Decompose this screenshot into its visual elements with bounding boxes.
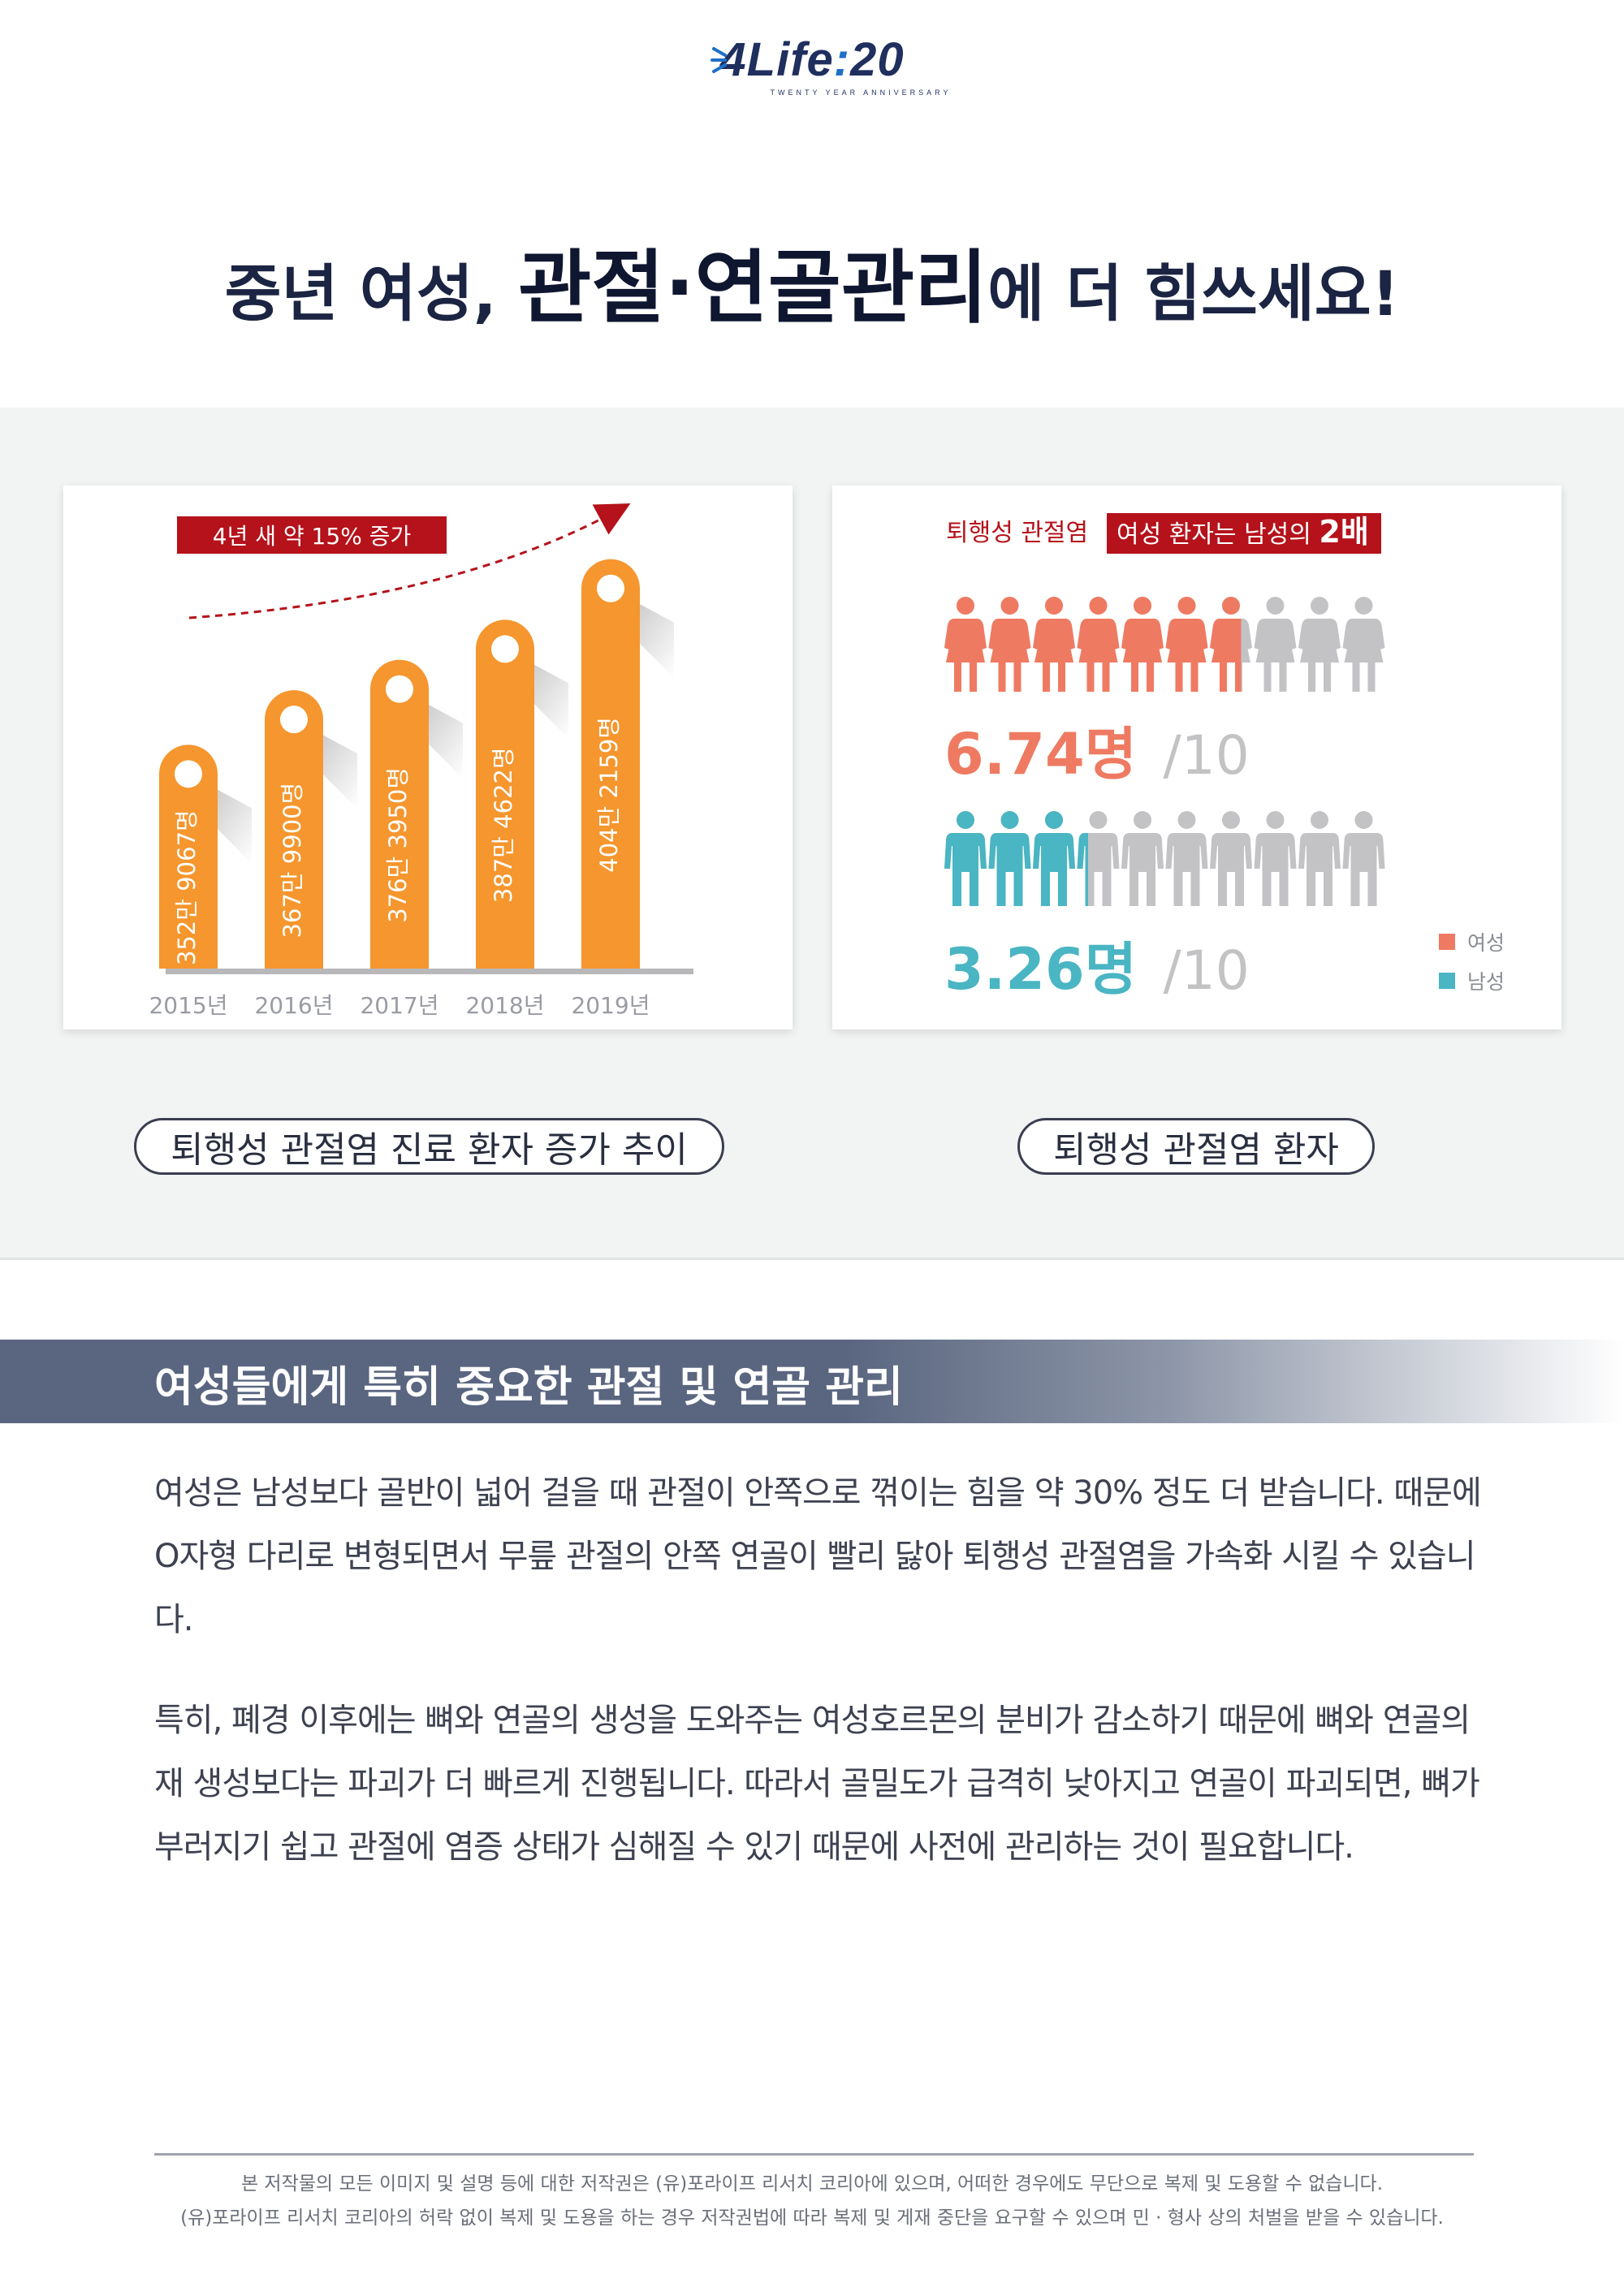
bar-group: 367만 9900명 2016년: [254, 690, 357, 1019]
female-value-number: 6.74명: [944, 721, 1137, 788]
male-value-suffix: /10: [1164, 939, 1250, 1002]
title-banner: [1107, 513, 1381, 554]
bar: [476, 619, 534, 969]
female-value: 6.74명 /10: [944, 721, 1250, 788]
x-tick-label: 2017년: [360, 992, 438, 1019]
logo-number: 20: [850, 33, 905, 86]
bar-value-label: 387만 4622명: [490, 747, 517, 903]
highlighted-figure-icon: [1077, 597, 1120, 692]
bar-chart: 4년 새 약 15% 증가 352만 9067명 2015년 367만 9900명 2…: [149, 503, 693, 1019]
legend-swatch-female: [1439, 934, 1455, 950]
male-value: 3.26명 /10: [944, 936, 1250, 1003]
figure-icon: [1254, 811, 1297, 906]
legend-label-female: 여성: [1467, 931, 1505, 955]
headline-part-b: 관절·연골관리: [518, 242, 988, 334]
bar: [265, 690, 323, 969]
figure-icon: [1210, 811, 1252, 906]
x-tick-label: 2018년: [465, 992, 544, 1019]
body-paragraph-2: 특히, 폐경 이후에는 뼈와 연골의 생성을 도와주는 여성호르몬의 분비가 감…: [154, 1702, 1480, 1866]
figure-icon: [1342, 597, 1385, 692]
bar: [581, 559, 640, 969]
annotation-label: 4년 새 약 15% 증가: [213, 523, 411, 550]
figure-icon: [1298, 597, 1341, 692]
bar-group: 352만 9067명 2015년: [149, 744, 252, 1019]
figure-icon: [1254, 597, 1297, 692]
highlighted-figure-icon: [944, 811, 987, 906]
bar-cap-dot: [386, 675, 413, 703]
bar: [370, 659, 429, 969]
bar-cap-dot: [175, 760, 202, 788]
bar-chart-card: 4년 새 약 15% 증가 352만 9067명 2015년 367만 9900명 2…: [63, 486, 793, 1029]
trend-arrow: [188, 503, 631, 619]
x-tick-label: 2015년: [149, 992, 227, 1019]
pictograph-title: 퇴행성 관절염: [946, 519, 1088, 547]
headline-part-a: 중년 여성,: [224, 257, 519, 330]
bar-group: 376만 3950명 2017년: [360, 659, 463, 1019]
page-title: 중년 여성, 관절·연골관리에 더 힘쓰세요!: [0, 223, 1624, 339]
bar-value-label: 376만 3950명: [384, 767, 412, 923]
bar-cap-dot: [491, 635, 519, 663]
highlighted-figure-icon: [1121, 597, 1164, 692]
title-prefix: 퇴행성 관절염: [946, 519, 1088, 547]
female-value-suffix: /10: [1164, 724, 1250, 787]
legend-label-male: 남성: [1467, 970, 1505, 994]
highlighted-figure-icon: [988, 597, 1031, 692]
annotation-banner: [177, 516, 447, 554]
section-title: 여성들에게 특히 중요한 관절 및 연골 관리: [154, 1363, 903, 1412]
title-emphasis: 2배: [1319, 514, 1368, 550]
bar-group: 404만 2159명 2019년: [571, 559, 674, 1019]
male-value-number: 3.26명: [944, 936, 1137, 1003]
svg-text:여성 환자는 남성의 2배: 여성 환자는 남성의 2배: [1116, 514, 1369, 550]
bar-value-label: 352만 9067명: [173, 809, 201, 965]
copyright-line-1: 본 저작물의 모든 이미지 및 설명 등에 대한 저작권은 (유)포라이프 리서…: [240, 2173, 1384, 2195]
brand-logo: 4Life:20 TWENTY YEAR ANNIVERSARY: [0, 32, 1624, 97]
bar-group: 387만 4622명 2018년: [465, 619, 568, 1019]
highlighted-figure-icon: [1033, 811, 1075, 906]
copyright-line-2: (유)포라이프 리서치 코리아의 허락 없이 복제 및 도용을 하는 경우 저작…: [180, 2208, 1444, 2229]
highlighted-figure-icon: [944, 597, 987, 692]
highlighted-figure-icon: [1033, 597, 1075, 692]
logo-subtitle: TWENTY YEAR ANNIVERSARY: [770, 88, 952, 97]
bar-cap-dot: [597, 574, 624, 602]
pictograph-card: 퇴행성 관절염 여성 환자는 남성의 2배 6.74명 /10 3.26명 /1…: [832, 486, 1561, 1029]
bar-value-label: 404만 2159명: [595, 717, 623, 873]
x-axis-baseline: [166, 969, 693, 974]
body-paragraph-1: 여성은 남성보다 골반이 넓어 걸을 때 관절이 안쪽으로 꺾이는 힘을 약 3…: [154, 1474, 1482, 1638]
logo-text: 4Life: [719, 33, 834, 86]
figure-icon: [1342, 811, 1385, 906]
section-header-bar: [0, 1340, 1624, 1423]
figure-icon: [1121, 811, 1164, 906]
footer-divider: [154, 2153, 1474, 2156]
highlighted-figure-icon: [1165, 597, 1208, 692]
x-tick-label: 2019년: [571, 992, 650, 1019]
figure-icon: [1165, 811, 1208, 906]
figure-icon: [1298, 811, 1341, 906]
x-tick-label: 2016년: [254, 992, 333, 1019]
bar-cap-dot: [280, 706, 308, 734]
legend-swatch-male: [1439, 973, 1455, 989]
bar: [159, 744, 218, 969]
bar-chart-caption: 퇴행성 관절염 진료 환자 증가 추이: [134, 1118, 724, 1175]
spark-icon: [710, 47, 727, 73]
pictograph-chart: 퇴행성 관절염 여성 환자는 남성의 2배 6.74명 /10 3.26명 /1…: [944, 513, 1505, 1003]
highlighted-figure-icon: [988, 811, 1031, 906]
headline-part-c: 에 더 힘쓰세요!: [987, 257, 1400, 330]
pictograph-caption: 퇴행성 관절염 환자: [1017, 1118, 1375, 1175]
title-middle: 여성 환자는 남성의: [1116, 520, 1311, 549]
bar-value-label: 367만 9900명: [279, 783, 306, 939]
